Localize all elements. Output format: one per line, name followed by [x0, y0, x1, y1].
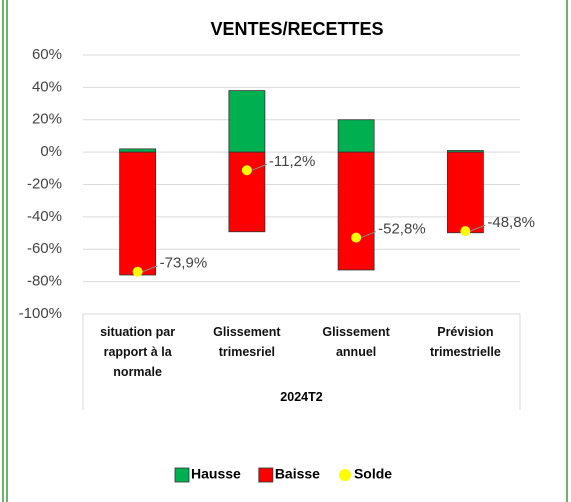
y-tick-label: -60% — [27, 240, 62, 257]
bar — [119, 151, 157, 276]
bar — [228, 151, 266, 233]
y-tick-label: -20% — [27, 175, 62, 192]
solde-point — [241, 165, 252, 176]
legend-swatch — [338, 469, 351, 481]
data-label: -48,8% — [487, 214, 535, 231]
legend-label: Baisse — [275, 466, 320, 482]
group-label: 2024T2 — [280, 390, 323, 404]
x-tick-label: Prévision trimestrielle — [429, 325, 501, 359]
legend-swatch — [174, 467, 190, 483]
data-label: -11,2% — [269, 153, 315, 170]
legend-swatch — [258, 467, 274, 483]
bar — [119, 148, 157, 153]
y-tick-label: -100% — [19, 305, 62, 322]
leader-line — [251, 163, 268, 171]
y-tick-label: 20% — [32, 111, 62, 128]
bar — [228, 90, 266, 153]
legend-label: Solde — [354, 466, 392, 482]
leader-line — [360, 231, 377, 239]
bar — [337, 119, 375, 153]
y-tick-label: -80% — [27, 273, 62, 290]
bar — [446, 151, 484, 234]
legend-label: Hausse — [191, 466, 241, 482]
x-tick-label: Glissement trimesriel — [213, 325, 281, 359]
y-tick-label: -40% — [27, 208, 62, 225]
y-tick-label: 40% — [32, 78, 62, 95]
y-tick-label: 60% — [32, 46, 62, 63]
chart-title: VENTES/RECETTES — [210, 19, 383, 39]
y-tick-label: 0% — [40, 143, 62, 160]
data-label: -52,8% — [378, 221, 426, 238]
solde-point — [132, 266, 143, 277]
x-tick-label: situation par rapport à la normale — [100, 325, 176, 379]
solde-point — [460, 226, 471, 237]
leader-line — [142, 265, 158, 273]
bar — [337, 151, 375, 271]
leader-line — [470, 224, 486, 232]
data-label: -73,9% — [160, 255, 208, 272]
x-tick-label: Glissement annuel — [322, 325, 390, 359]
solde-point — [351, 232, 362, 243]
